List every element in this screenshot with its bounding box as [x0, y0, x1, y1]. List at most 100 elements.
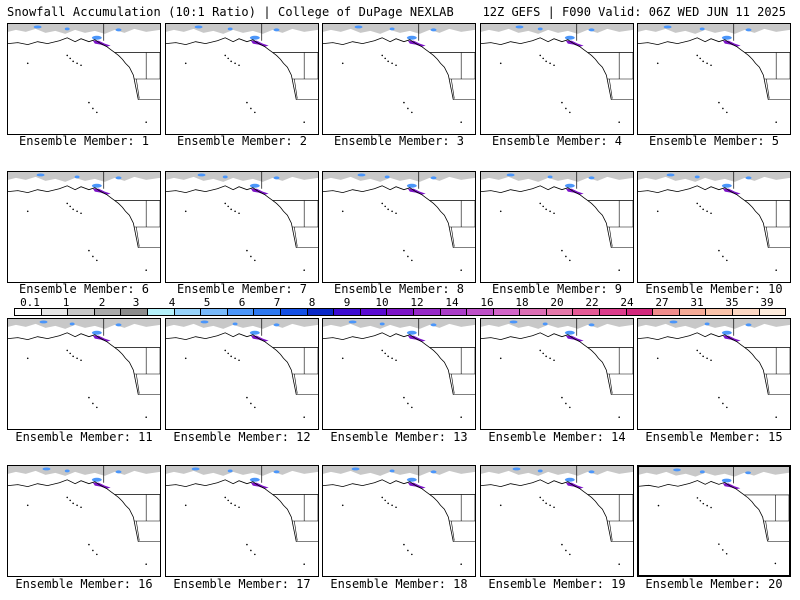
island — [341, 62, 344, 65]
snowfall-moderate-shading — [42, 467, 51, 471]
island — [718, 249, 720, 252]
island — [238, 359, 240, 362]
ensemble-member-map[interactable] — [322, 465, 476, 577]
snowfall-moderate-shading — [115, 176, 122, 180]
ensemble-member-map[interactable] — [7, 465, 161, 577]
ensemble-member-map[interactable] — [322, 318, 476, 430]
ensemble-member-label: Ensemble Member: 9 — [491, 282, 623, 296]
snowfall-heavy-shading — [565, 335, 584, 342]
state-borders — [134, 347, 160, 395]
ensemble-member-map[interactable] — [165, 23, 319, 135]
island — [234, 210, 236, 213]
island — [387, 208, 389, 211]
island — [565, 402, 567, 405]
country-border — [576, 172, 633, 201]
island — [387, 502, 389, 505]
island — [656, 357, 659, 360]
island — [775, 416, 777, 418]
island — [561, 101, 563, 104]
island — [696, 497, 699, 499]
snowfall-light-shading — [638, 24, 790, 34]
ensemble-member-map[interactable] — [7, 318, 161, 430]
island — [145, 563, 147, 565]
ensemble-member-map[interactable] — [637, 318, 791, 430]
colorbar-tick-label: 1 — [62, 296, 70, 309]
state-borders — [292, 200, 318, 248]
ensemble-member-map[interactable] — [480, 171, 634, 283]
snowfall-moderate-shading — [249, 330, 260, 335]
colorbar-tick-label: 12 — [410, 296, 424, 309]
island — [26, 504, 29, 507]
ensemble-member-map[interactable] — [480, 23, 634, 135]
island — [381, 496, 384, 499]
snowfall-moderate-shading — [406, 477, 417, 482]
snowfall-light-shading — [481, 319, 633, 329]
island — [721, 549, 724, 551]
island — [246, 543, 248, 546]
island — [411, 406, 413, 409]
state-borders — [292, 494, 318, 542]
island — [250, 402, 252, 405]
snowfall-moderate-shading — [232, 322, 238, 326]
island — [726, 259, 728, 262]
ensemble-member-map[interactable] — [322, 23, 476, 135]
state-borders — [449, 494, 475, 542]
snowfall-light-shading — [323, 466, 475, 476]
island — [234, 504, 236, 507]
ensemble-member-map[interactable] — [637, 171, 791, 283]
colorbar-strip — [14, 308, 786, 316]
snowfall-moderate-shading — [91, 183, 102, 188]
snowfall-moderate-shading — [33, 25, 42, 29]
state-borders — [607, 347, 633, 395]
ensemble-member-label: Ensemble Member: 7 — [176, 282, 308, 296]
ensemble-member-map[interactable] — [165, 465, 319, 577]
coastline — [166, 37, 297, 100]
ensemble-member-map[interactable] — [7, 171, 161, 283]
island — [657, 504, 660, 507]
snowfall-heavy-shading — [250, 482, 269, 489]
snowfall-moderate-shading — [721, 183, 732, 188]
island — [710, 359, 712, 362]
island — [569, 406, 571, 409]
colorbar-swatch — [15, 309, 42, 315]
island — [254, 406, 256, 409]
island — [539, 496, 542, 499]
island — [395, 64, 397, 67]
ensemble-member-map[interactable] — [637, 465, 791, 577]
island — [384, 57, 386, 60]
coastline — [323, 479, 454, 542]
ensemble-member-label: Ensemble Member: 18 — [330, 577, 468, 591]
colorbar-swatch — [733, 309, 760, 315]
state-borders — [764, 52, 790, 100]
ensemble-member-label: Ensemble Member: 4 — [491, 134, 623, 148]
island — [88, 543, 90, 546]
coastline — [323, 185, 454, 248]
snowfall-moderate-shading — [537, 27, 543, 31]
island — [395, 506, 397, 509]
country-border — [103, 24, 160, 53]
island — [696, 202, 699, 205]
snowfall-light-shading — [8, 24, 160, 34]
island — [92, 549, 94, 552]
snowfall-heavy-shading — [92, 188, 111, 195]
ensemble-member-map[interactable] — [165, 171, 319, 283]
ensemble-member-label: Ensemble Member: 5 — [648, 134, 780, 148]
country-border — [103, 172, 160, 201]
snowfall-moderate-shading — [200, 320, 209, 324]
colorbar-tick-label: 18 — [515, 296, 529, 309]
island — [718, 396, 720, 399]
snowfall-moderate-shading — [745, 471, 752, 475]
ensemble-member-map[interactable] — [637, 23, 791, 135]
ensemble-member-map[interactable] — [322, 171, 476, 283]
island — [246, 396, 248, 399]
ensemble-member-map[interactable] — [165, 318, 319, 430]
ensemble-member-label: Ensemble Member: 14 — [488, 430, 626, 444]
island — [92, 255, 94, 258]
island — [542, 499, 544, 502]
colorbar-swatch — [280, 309, 308, 315]
ensemble-member-map[interactable] — [7, 23, 161, 135]
island — [145, 121, 147, 123]
ensemble-member-map[interactable] — [480, 465, 634, 577]
ensemble-member-map[interactable] — [480, 318, 634, 430]
island — [391, 504, 393, 507]
